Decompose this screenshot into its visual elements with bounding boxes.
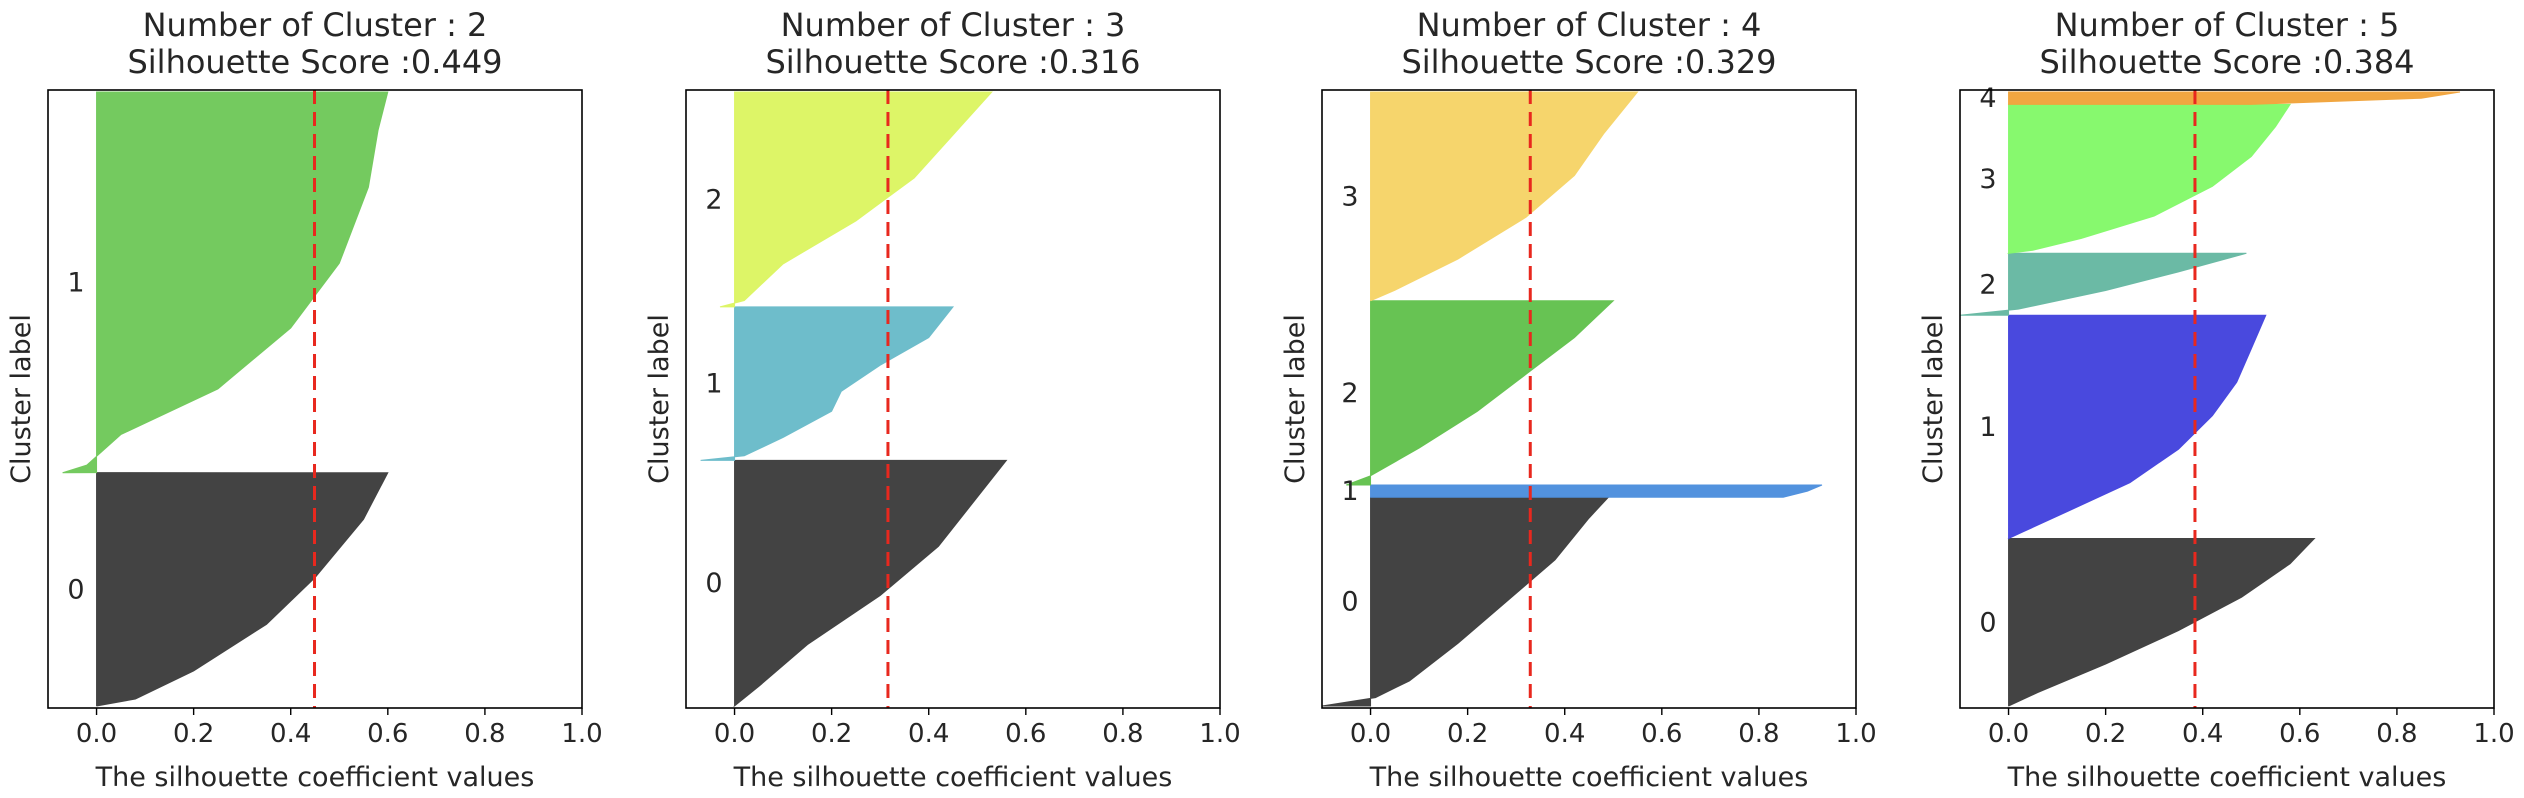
y-axis-label: Cluster label (1918, 314, 1949, 484)
x-tick-label: 0.4 (2182, 719, 2223, 749)
cluster-label-3: 3 (1979, 164, 1996, 195)
cluster-label-3: 3 (1341, 181, 1358, 212)
cluster-label-4: 4 (1979, 83, 1996, 114)
plot-frame (685, 89, 1221, 709)
x-axis-label: The silhouette coefficient values (1369, 762, 1809, 793)
plot-frame (47, 89, 583, 709)
x-tick-label: 0.2 (173, 719, 214, 749)
cluster-silhouette-1 (62, 91, 389, 474)
cluster-label-2: 2 (1979, 269, 1996, 300)
x-tick-label: 1.0 (1835, 719, 1876, 749)
cluster-silhouette-4 (2008, 91, 2461, 105)
cluster-label-0: 0 (1979, 607, 1996, 638)
x-axis-label: The silhouette coefficient values (2007, 762, 2447, 793)
chart-title-line1: Number of Cluster : 5 (2055, 6, 2400, 44)
cluster-silhouette-1 (700, 306, 955, 461)
plot-frame (1321, 89, 1857, 709)
cluster-silhouette-2 (1960, 252, 2247, 316)
cluster-label-2: 2 (705, 184, 722, 215)
x-tick-label: 0.0 (1350, 719, 1391, 749)
plot-area (1960, 91, 2461, 707)
x-tick-label: 0.4 (1544, 719, 1585, 749)
x-tick-label: 0.8 (1102, 719, 1143, 749)
cluster-silhouette-1 (1370, 484, 1823, 498)
cluster-silhouette-0 (96, 472, 389, 707)
cluster-silhouette-3 (1370, 91, 1639, 302)
y-axis-label: Cluster label (644, 314, 675, 484)
cluster-silhouette-2 (719, 91, 993, 308)
cluster-silhouette-3 (2007, 103, 2292, 254)
plot-area (700, 91, 1008, 707)
x-tick-label: 1.0 (561, 719, 602, 749)
x-axis-label: The silhouette coefficient values (95, 762, 535, 793)
x-tick-label: 0.2 (811, 719, 852, 749)
plot-frame (1959, 89, 2495, 709)
chart-title-line2: Silhouette Score :0.316 (765, 43, 1140, 81)
chart-title-line1: Number of Cluster : 3 (781, 6, 1126, 44)
x-tick-label: 0.6 (1641, 719, 1682, 749)
cluster-label-1: 1 (705, 369, 722, 400)
cluster-silhouette-1 (2007, 314, 2267, 540)
x-tick-label: 0.8 (2376, 719, 2417, 749)
cluster-silhouette-0 (2008, 537, 2316, 707)
cluster-silhouette-0 (1322, 496, 1610, 707)
x-tick-label: 1.0 (1199, 719, 1240, 749)
cluster-label-0: 0 (705, 568, 722, 599)
cluster-label-1: 1 (67, 267, 84, 298)
cluster-label-1: 1 (1341, 476, 1358, 507)
plot-area (1322, 91, 1823, 707)
chart-title-line2: Silhouette Score :0.329 (1401, 43, 1776, 81)
cluster-silhouette-2 (1346, 300, 1615, 486)
cluster-silhouette-0 (733, 459, 1008, 707)
y-axis-label: Cluster label (1280, 314, 1311, 484)
x-tick-label: 0.8 (1738, 719, 1779, 749)
chart-title-line1: Number of Cluster : 4 (1417, 6, 1762, 44)
x-tick-label: 0.6 (1005, 719, 1046, 749)
y-axis-label: Cluster label (6, 314, 37, 484)
x-tick-label: 0.6 (2279, 719, 2320, 749)
cluster-label-0: 0 (1341, 587, 1358, 618)
x-tick-label: 0.4 (908, 719, 949, 749)
x-tick-label: 1.0 (2473, 719, 2514, 749)
chart-title-line1: Number of Cluster : 2 (143, 6, 488, 44)
x-tick-label: 0.0 (1988, 719, 2029, 749)
x-tick-label: 0.6 (367, 719, 408, 749)
x-tick-label: 0.2 (1447, 719, 1488, 749)
x-tick-label: 0.8 (464, 719, 505, 749)
cluster-label-0: 0 (67, 574, 84, 605)
x-tick-label: 0.0 (714, 719, 755, 749)
x-tick-label: 0.4 (270, 719, 311, 749)
x-tick-label: 0.0 (76, 719, 117, 749)
chart-title-line2: Silhouette Score :0.384 (2039, 43, 2414, 81)
cluster-label-1: 1 (1979, 412, 1996, 443)
cluster-label-2: 2 (1341, 378, 1358, 409)
chart-title-line2: Silhouette Score :0.449 (127, 43, 502, 81)
x-axis-label: The silhouette coefficient values (733, 762, 1173, 793)
x-tick-label: 0.2 (2085, 719, 2126, 749)
plot-area (62, 91, 389, 707)
